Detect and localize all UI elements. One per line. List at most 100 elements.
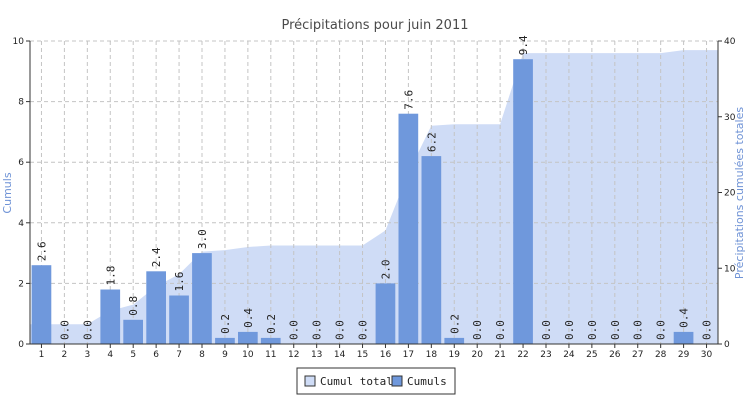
bar-label-day-8: 3.0 — [196, 229, 209, 249]
x-tick-label: 14 — [334, 350, 346, 360]
x-tick-label: 30 — [701, 350, 713, 360]
y-right-tick-label: 20 — [724, 189, 736, 199]
x-tick-label: 8 — [199, 350, 205, 360]
bar-label-day-13: 0.0 — [311, 320, 324, 340]
y-right-tick-label: 10 — [724, 264, 736, 274]
bar-label-day-2: 0.0 — [58, 320, 71, 340]
x-tick-label: 26 — [609, 350, 621, 360]
x-tick-label: 4 — [107, 350, 113, 360]
bar-day-5 — [123, 319, 143, 344]
bar-day-8 — [192, 253, 212, 344]
x-tick-label: 19 — [449, 350, 461, 360]
x-tick-label: 15 — [357, 350, 368, 360]
y-right-tick-label: 30 — [724, 113, 736, 123]
grid-layer — [30, 40, 718, 344]
y-left-tick-label: 0 — [18, 340, 24, 350]
bar-label-day-4: 1.8 — [104, 266, 117, 286]
bar-label-day-30: 0.0 — [701, 320, 714, 340]
bar-day-29 — [673, 331, 694, 344]
bar-label-day-25: 0.0 — [586, 320, 599, 340]
x-tick-label: 22 — [517, 350, 528, 360]
bar-label-day-21: 0.0 — [494, 320, 507, 340]
x-tick-label: 17 — [403, 350, 414, 360]
bar-label-day-27: 0.0 — [632, 320, 645, 340]
bar-label-day-14: 0.0 — [334, 320, 347, 340]
x-tick-label: 18 — [426, 350, 438, 360]
bar-label-day-19: 0.2 — [448, 314, 461, 334]
bar-label-day-17: 7.6 — [402, 90, 415, 110]
x-tick-label: 21 — [494, 350, 505, 360]
bar-label-day-15: 0.0 — [357, 320, 370, 340]
legend-label-cumuls: Cumuls — [407, 375, 447, 388]
y-left-tick-label: 2 — [18, 279, 24, 289]
bar-label-day-29: 0.4 — [678, 308, 691, 328]
bar-day-17 — [398, 113, 419, 344]
bar-label-day-9: 0.2 — [219, 314, 232, 334]
y-right-tick-label: 0 — [724, 340, 730, 350]
bar-label-day-11: 0.2 — [265, 314, 278, 334]
bar-label-day-1: 2.6 — [36, 241, 49, 261]
legend-swatch-bars — [391, 375, 403, 387]
legend-swatch-area — [304, 375, 316, 387]
bar-day-16 — [375, 283, 396, 344]
y-axis-left-title: Cumuls — [1, 172, 14, 213]
x-tick-label: 12 — [288, 350, 299, 360]
x-tick-label: 20 — [471, 350, 483, 360]
bar-label-day-12: 0.0 — [288, 320, 301, 340]
y-left-tick-label: 4 — [18, 219, 24, 229]
x-tick-label: 29 — [678, 350, 690, 360]
x-tick-label: 11 — [265, 350, 276, 360]
x-tick-label: 6 — [153, 350, 159, 360]
bar-label-day-3: 0.0 — [81, 320, 94, 340]
y-left-tick-label: 10 — [13, 37, 25, 47]
legend: Cumul total Cumuls — [296, 367, 456, 395]
x-tick-label: 9 — [222, 350, 228, 360]
x-tick-label: 10 — [242, 350, 254, 360]
bar-day-4 — [100, 289, 121, 344]
bar-label-day-10: 0.4 — [242, 308, 255, 328]
bar-label-day-23: 0.0 — [540, 320, 553, 340]
y-axis-right-title: Précipitations cumulées totales — [733, 107, 746, 279]
x-tick-label: 24 — [563, 350, 575, 360]
bars-layer: 2.6 0.0 0.0 1.8 0.8 2.4 1.6 3.0 0.2 0.4 0.2 0.0 0.0 0… — [31, 35, 714, 344]
bar-day-10 — [238, 331, 258, 344]
y-left-tick-label: 6 — [18, 158, 24, 168]
legend-box — [296, 367, 456, 395]
x-tick-label: 2 — [62, 350, 68, 360]
bar-label-day-7: 1.6 — [173, 272, 186, 292]
x-tick-label: 13 — [311, 350, 322, 360]
bar-label-day-5: 0.8 — [127, 296, 140, 316]
x-tick-label: 5 — [130, 350, 136, 360]
bar-day-6 — [146, 271, 166, 344]
bar-label-day-18: 6.2 — [425, 132, 438, 152]
x-tick-label: 27 — [632, 350, 643, 360]
bar-day-19 — [444, 337, 465, 344]
bar-label-day-16: 2.0 — [380, 260, 393, 280]
bar-day-18 — [421, 156, 442, 344]
y-left-tick-label: 8 — [18, 98, 24, 108]
bar-label-day-20: 0.0 — [471, 320, 484, 340]
bar-day-7 — [169, 295, 189, 344]
x-tick-label: 1 — [39, 350, 45, 360]
x-tick-label: 23 — [540, 350, 551, 360]
bar-label-day-26: 0.0 — [609, 320, 622, 340]
bar-day-11 — [260, 337, 281, 344]
bar-day-9 — [215, 337, 235, 344]
x-tick-label: 3 — [84, 350, 90, 360]
legend-label-cumul-total: Cumul total — [320, 375, 393, 388]
bar-day-1 — [31, 265, 52, 344]
bar-label-day-28: 0.0 — [655, 320, 668, 340]
bar-day-22 — [513, 59, 533, 344]
y-right-tick-label: 40 — [724, 37, 736, 47]
x-tick-label: 28 — [655, 350, 667, 360]
bar-label-day-22: 9.4 — [517, 35, 530, 55]
chart-title: Précipitations pour juin 2011 — [281, 18, 468, 33]
bar-label-day-24: 0.0 — [563, 320, 576, 340]
bar-label-day-6: 2.4 — [150, 247, 163, 267]
x-tick-label: 25 — [586, 350, 597, 360]
x-tick-label: 16 — [380, 350, 392, 360]
x-tick-label: 7 — [176, 350, 182, 360]
